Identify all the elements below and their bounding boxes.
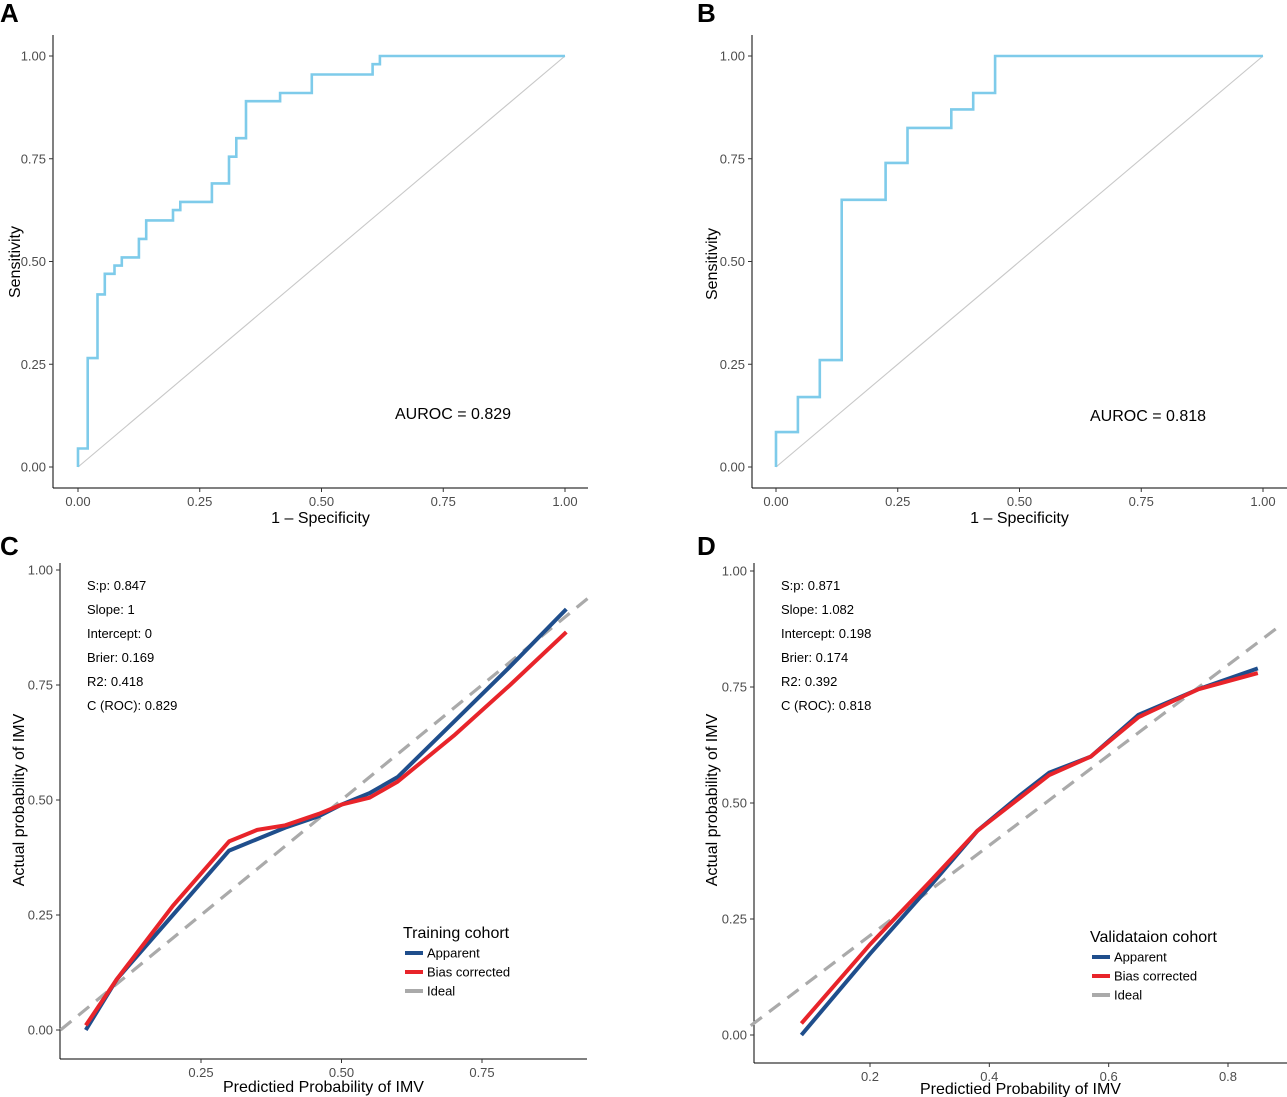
- panel-d-y-tick-label: 0.25: [722, 912, 747, 927]
- panel-c-stat-line: Slope: 1: [87, 602, 135, 617]
- panel-d-x-tick-label: 0.2: [861, 1069, 879, 1084]
- panel-c-label: C: [0, 531, 19, 561]
- panel-b-x-tick-label: 0.00: [763, 494, 788, 509]
- panel-b-x-tick-label: 1.00: [1250, 494, 1275, 509]
- panel-a-y-tick-label: 1.00: [21, 49, 46, 64]
- panel-b-y-tick-label: 1.00: [720, 49, 745, 64]
- panel-d-y-tick-label: 0.50: [722, 796, 747, 811]
- panel-d-y-axis-title: Actual probability of IMV: [704, 713, 721, 886]
- panel-c-legend-label: Bias corrected: [427, 965, 510, 980]
- panel-a-x-tick-label: 0.25: [187, 494, 212, 509]
- panel-c-bias-corrected-line: [84, 630, 568, 1027]
- panel-c-x-tick-label: 0.50: [329, 1065, 354, 1080]
- panel-b-y-tick-label: 0.75: [720, 151, 745, 166]
- panel-c-y-tick-label: 0.00: [28, 1023, 53, 1038]
- panel-c-x-tick-label: 0.25: [188, 1065, 213, 1080]
- panel-c-y-tick-label: 0.75: [28, 678, 53, 693]
- panel-c-y-axis-title: Actual probability of IMV: [11, 713, 28, 886]
- panel-b-x-tick-label: 0.25: [885, 494, 910, 509]
- panel-d-legend-label: Apparent: [1114, 950, 1167, 965]
- panel-c-legend-title: Training cohort: [403, 925, 510, 942]
- panel-a-y-tick-label: 0.25: [21, 357, 46, 372]
- panel-d-stat-line: C (ROC): 0.818: [781, 698, 871, 713]
- panel-a-x-tick-label: 0.75: [431, 494, 456, 509]
- panel-d-x-tick-label: 0.6: [1100, 1069, 1118, 1084]
- panel-a-x-tick-label: 0.50: [309, 494, 334, 509]
- panel-b-label: B: [697, 0, 716, 28]
- panel-d-x-tick-label: 0.4: [980, 1069, 998, 1084]
- panel-b-diagonal-reference: [775, 55, 1264, 468]
- panel-d-y-tick-label: 0.00: [722, 1028, 747, 1043]
- panel-a-y-tick-label: 0.75: [21, 151, 46, 166]
- panel-a-diagonal-reference: [77, 55, 566, 468]
- panel-c-legend-label: Ideal: [427, 984, 455, 999]
- panel-d-legend-title: Validataion cohort: [1090, 929, 1217, 946]
- panel-c-stat-line: S:p: 0.847: [87, 578, 146, 593]
- panel-d-x-axis-title: Predictied Probability of IMV: [920, 1081, 1121, 1097]
- panel-b-y-tick-label: 0.00: [720, 460, 745, 475]
- panel-d-legend-label: Ideal: [1114, 988, 1142, 1003]
- panel-c-y-tick-label: 0.25: [28, 908, 53, 923]
- panel-a-y-tick-label: 0.50: [21, 254, 46, 269]
- panel-d-stat-line: Slope: 1.082: [781, 602, 854, 617]
- panel-d-stat-line: R2: 0.392: [781, 674, 837, 689]
- panel-d-label: D: [697, 531, 716, 561]
- panel-d-y-tick-label: 1.00: [722, 564, 747, 579]
- panel-a-auroc-annotation: AUROC = 0.829: [395, 406, 511, 423]
- panel-c-stat-line: Brier: 0.169: [87, 650, 154, 665]
- panel-d-bias-corrected-line: [799, 671, 1259, 1025]
- panel-a-x-axis-title: 1 – Specificity: [271, 510, 370, 527]
- panel-d-stat-line: Intercept: 0.198: [781, 626, 871, 641]
- panel-c-y-tick-label: 1.00: [28, 563, 53, 578]
- panel-c-x-axis-title: Predictied Probability of IMV: [223, 1079, 424, 1096]
- panel-d-ideal-line: [749, 627, 1277, 1027]
- panel-b-x-tick-label: 0.75: [1129, 494, 1154, 509]
- panel-d-legend-label: Bias corrected: [1114, 969, 1197, 984]
- panel-c-stat-line: Intercept: 0: [87, 626, 152, 641]
- panel-d-stat-line: S:p: 0.871: [781, 578, 840, 593]
- panel-b-y-axis-title: Sensitivity: [704, 228, 721, 300]
- panel-b-y-tick-label: 0.50: [720, 254, 745, 269]
- panel-d-y-tick-label: 0.75: [722, 680, 747, 695]
- panel-d-x-tick-label: 0.8: [1219, 1069, 1237, 1084]
- panel-b-auroc-annotation: AUROC = 0.818: [1090, 408, 1206, 425]
- panel-b-x-axis-title: 1 – Specificity: [970, 510, 1069, 527]
- panel-c-stat-line: C (ROC): 0.829: [87, 698, 177, 713]
- panel-b-y-tick-label: 0.25: [720, 357, 745, 372]
- panel-a-x-tick-label: 0.00: [65, 494, 90, 509]
- panel-c-stat-line: R2: 0.418: [87, 674, 143, 689]
- panel-b-x-tick-label: 0.50: [1007, 494, 1032, 509]
- panel-a-y-axis-title: Sensitivity: [7, 226, 24, 298]
- panel-a-roc-curve: [76, 54, 565, 467]
- panel-c-x-tick-label: 0.75: [469, 1065, 494, 1080]
- panel-a-label: A: [0, 0, 19, 28]
- panel-c-y-tick-label: 0.50: [28, 793, 53, 808]
- panel-a-y-tick-label: 0.00: [21, 460, 46, 475]
- panel-a-x-tick-label: 1.00: [552, 494, 577, 509]
- panel-c-legend-label: Apparent: [427, 946, 480, 961]
- panel-b-roc-curve: [774, 54, 1263, 467]
- panel-d-stat-line: Brier: 0.174: [781, 650, 848, 665]
